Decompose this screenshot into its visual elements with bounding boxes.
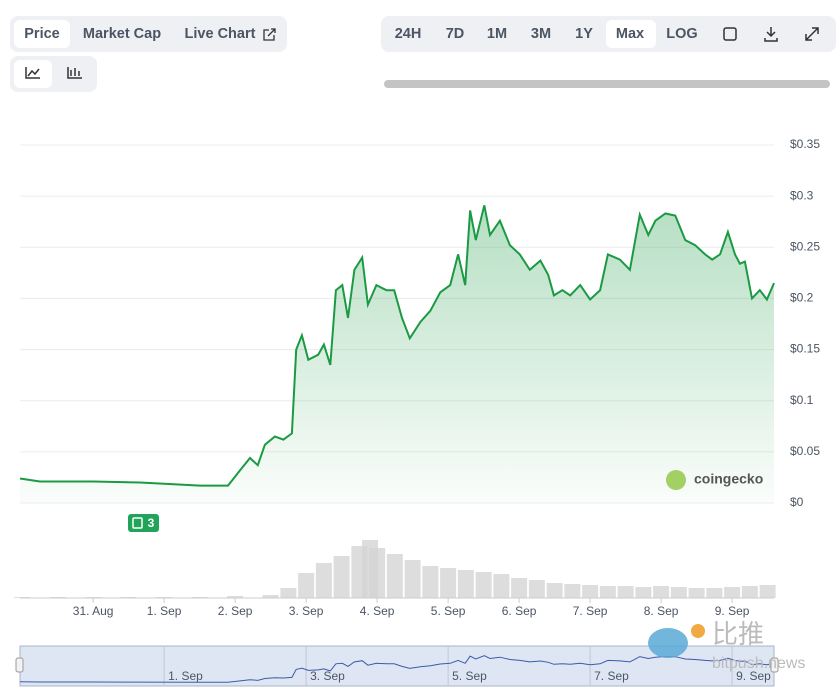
- volume-bar: [599, 586, 616, 598]
- active-range: [606, 20, 656, 48]
- range-2[interactable]: 1M: [487, 26, 507, 42]
- volume-bar: [422, 566, 439, 598]
- volume-bar: [404, 560, 421, 598]
- volume-bar: [262, 595, 279, 598]
- x-tick-label: 7. Sep: [573, 604, 608, 618]
- y-tick-label: $0.1: [790, 393, 814, 407]
- navigator-label: 1. Sep: [168, 669, 203, 683]
- y-tick-label: $0.3: [790, 188, 814, 202]
- scrollbar[interactable]: [384, 80, 830, 88]
- volume-bar: [315, 563, 332, 598]
- y-tick-label: $0.25: [790, 239, 820, 253]
- y-tick-label: $0.05: [790, 444, 820, 458]
- calendar-icon[interactable]: [723, 27, 737, 41]
- candle-icon[interactable]: [67, 67, 82, 79]
- x-tick-label: 9. Sep: [715, 604, 750, 618]
- volume-bar: [369, 548, 386, 598]
- range-6[interactable]: LOG: [666, 26, 697, 42]
- navigator-line: [19, 655, 775, 683]
- navigator-label: 7. Sep: [594, 669, 629, 683]
- price-area: [20, 205, 774, 504]
- external-link-icon[interactable]: [263, 28, 276, 41]
- volume-bar: [440, 568, 457, 598]
- range-5[interactable]: Max: [616, 26, 644, 42]
- fullscreen-icon[interactable]: [805, 27, 819, 41]
- x-tick-label: 4. Sep: [360, 604, 395, 618]
- news-count[interactable]: 3: [148, 516, 155, 530]
- tab-1[interactable]: Market Cap: [83, 26, 161, 42]
- volume-bar: [653, 586, 670, 598]
- price-line: [19, 205, 775, 487]
- line-icon[interactable]: [25, 67, 40, 79]
- navigator-label: 5. Sep: [452, 669, 487, 683]
- tab-2[interactable]: Live Chart: [185, 26, 256, 42]
- x-tick-label: 3. Sep: [289, 604, 324, 618]
- volume-bar: [280, 588, 297, 598]
- volume-bar: [457, 570, 474, 598]
- x-tick-label: 8. Sep: [644, 604, 679, 618]
- bird-badge: [691, 624, 705, 638]
- x-tick-label: 6. Sep: [502, 604, 537, 618]
- x-tick-label: 2. Sep: [218, 604, 253, 618]
- toolbar-left: [10, 16, 287, 52]
- range-0[interactable]: 24H: [395, 26, 422, 42]
- y-tick-label: $0.2: [790, 291, 814, 305]
- range-3[interactable]: 3M: [531, 26, 551, 42]
- volume-bar: [706, 588, 723, 598]
- navigator[interactable]: [19, 645, 775, 687]
- navigator-label: 9. Sep: [736, 669, 771, 683]
- volume-bar: [759, 585, 776, 598]
- volume-bar: [493, 574, 510, 598]
- volume-bar: [564, 584, 581, 598]
- x-tick-label: 31. Aug: [73, 604, 114, 618]
- volume-bar: [617, 586, 634, 598]
- watermark: coingecko: [694, 471, 763, 487]
- volume-bar: [670, 587, 687, 598]
- volume-bar: [386, 554, 403, 598]
- volume-bar: [227, 596, 244, 598]
- x-tick-label: 1. Sep: [147, 604, 182, 618]
- range-1[interactable]: 7D: [446, 26, 465, 42]
- active-tab: [14, 20, 70, 48]
- volume-bar: [635, 587, 652, 598]
- news-icon: [132, 517, 143, 529]
- volume-bar: [546, 583, 563, 598]
- x-tick-label: 5. Sep: [431, 604, 466, 618]
- volume-bar: [582, 585, 599, 598]
- navigator-label: 3. Sep: [310, 669, 345, 683]
- volume-bar: [528, 580, 545, 598]
- tab-0[interactable]: Price: [24, 26, 59, 42]
- volume-bar: [511, 578, 528, 598]
- download-icon[interactable]: [764, 27, 778, 42]
- range-4[interactable]: 1Y: [575, 26, 593, 42]
- volume-bar: [298, 573, 315, 598]
- y-tick-label: $0.15: [790, 342, 820, 356]
- toolbar-icons[interactable]: [263, 27, 819, 42]
- active-chart-type[interactable]: [14, 60, 52, 88]
- navigator-handle-right[interactable]: [770, 657, 779, 673]
- volume-bar: [333, 556, 350, 598]
- logo: [666, 470, 686, 490]
- volume-bar: [741, 586, 758, 598]
- y-tick-label: $0: [790, 495, 804, 509]
- volume-bar: [475, 572, 492, 598]
- volume-bar: [688, 588, 705, 598]
- y-tick-label: $0.35: [790, 137, 820, 151]
- watermark-cn: 比推: [712, 619, 764, 649]
- volume-bar: [724, 587, 741, 598]
- navigator-handle-left[interactable]: [15, 657, 24, 673]
- watermark-en: bitpush.news: [712, 655, 805, 672]
- bird-logo: [648, 628, 688, 658]
